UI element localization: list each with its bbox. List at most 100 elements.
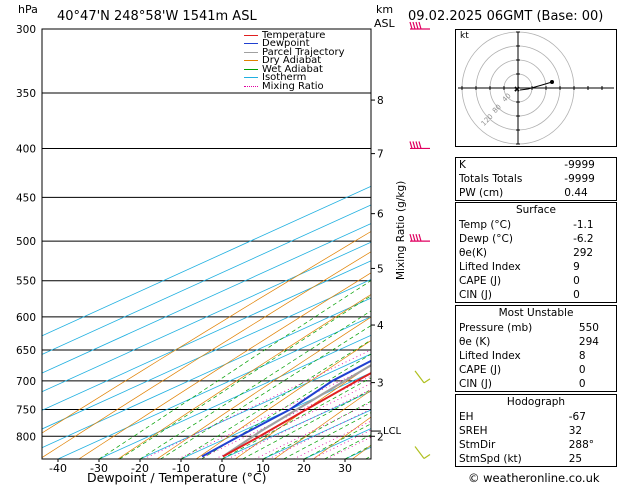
index-label: Lifted Index [459, 350, 521, 362]
run-date-label: 09.02.2025 06GMT (Base: 00) [408, 9, 604, 24]
mixing-ratio-label: 1 [439, 307, 444, 316]
dewpoint-line [201, 359, 371, 458]
pressure-axis-unit: hPa [18, 3, 38, 16]
mixing-ratio-line [143, 349, 371, 459]
index-row: CIN (J) 0 [456, 288, 616, 302]
wind-barb [409, 21, 430, 30]
x-tick-label: -10 [172, 462, 190, 475]
dry-adiabat-line [195, 340, 371, 459]
wind-barb [414, 370, 431, 384]
wind-barb-feather [415, 21, 419, 30]
wind-barb [414, 446, 431, 460]
wet-adiabat-line [221, 377, 371, 459]
pressure-tick-label: 800 [16, 431, 36, 443]
index-value: -6.2 [573, 233, 594, 245]
wind-barb-staff [414, 370, 425, 384]
index-label: Totals Totals [459, 173, 523, 185]
height-tick-label: 4 [377, 320, 384, 332]
index-label: SREH [459, 425, 488, 437]
x-tick-label: 30 [338, 462, 352, 475]
index-label: CIN (J) [459, 378, 492, 390]
dry-adiabat-line [156, 316, 371, 459]
height-tick-label: 2 [377, 431, 384, 443]
pressure-tick-label: 350 [16, 88, 36, 100]
parcel-trajectory-line [222, 363, 371, 458]
height-tick-label: 3 [377, 378, 384, 390]
index-value: 25 [568, 453, 583, 465]
index-value: 32 [568, 425, 583, 437]
pressure-tick-label: 750 [16, 404, 36, 416]
index-label: PW (cm) [459, 187, 504, 199]
legend-item: Wet Adiabat [244, 64, 345, 74]
index-label: Dewp (°C) [459, 233, 513, 245]
chart-legend: Temperature Dewpoint Parcel Trajectory Dry … [244, 30, 345, 91]
legend-label: Dewpoint [262, 38, 310, 50]
index-row: CAPE (J) 0 [456, 363, 616, 377]
legend-swatch [244, 77, 258, 79]
hodograph-indices-title: Hodograph [506, 396, 566, 408]
height-tick-label: 7 [377, 149, 384, 161]
isotherm-line [42, 223, 371, 374]
index-value: -67 [568, 411, 586, 423]
index-row: θe (K) 294 [456, 335, 616, 349]
location-label: 40°47'N 248°58'W 1541m ASL [57, 9, 257, 24]
index-value: 9 [573, 261, 580, 273]
index-value: 0 [573, 289, 580, 301]
x-axis-label: Dewpoint / Temperature (°C) [87, 470, 267, 485]
index-row: EH -67 [456, 410, 616, 424]
isotherm-line [42, 241, 371, 393]
index-row: StmDir 288° [456, 438, 616, 452]
index-value: -9999 [564, 173, 595, 185]
index-row: Lifted Index 8 [456, 349, 616, 363]
legend-label: Parcel Trajectory [262, 46, 345, 58]
legend-item: Mixing Ratio [244, 81, 345, 91]
legend-swatch [244, 51, 258, 53]
isotherm-line [42, 204, 371, 355]
hodograph-box: kt ✖ 40 80 120 [455, 29, 617, 147]
legend-item: Dewpoint [244, 38, 345, 50]
legend-item: Isotherm [244, 73, 345, 83]
dry-adiabat-line [273, 389, 371, 459]
hodograph-storm-marker: ✖ [514, 85, 521, 94]
wet-adiabat-line [262, 400, 371, 459]
index-row: PW (cm) 0.44 [456, 186, 616, 200]
index-row: CIN (J) 0 [456, 377, 616, 391]
wind-barb [409, 233, 430, 242]
wind-barb-feather [409, 141, 413, 149]
hodograph-ring-label: 40 [501, 92, 513, 104]
x-tick-label: -20 [131, 462, 149, 475]
wind-barb-feather [418, 141, 422, 149]
lcl-label: LCL [383, 426, 402, 437]
index-value: -1.1 [573, 219, 594, 231]
pressure-tick-label: 550 [16, 276, 36, 288]
index-label: StmSpd (kt) [459, 453, 522, 465]
indices-top-panel: K -9999 Totals Totals -9999 PW (cm) 0.44 [455, 157, 617, 201]
index-label: Lifted Index [459, 261, 521, 273]
wind-barb-feather [412, 233, 416, 242]
hodograph-unit-label: kt [460, 31, 469, 41]
legend-swatch [244, 85, 258, 87]
wind-barb-feather [412, 141, 416, 149]
isotherm-line [139, 353, 371, 459]
index-value: 288° [568, 439, 595, 451]
copyright-label: © weatheronline.co.uk [468, 471, 600, 485]
hodograph-end-dot [550, 80, 554, 84]
wind-barb-feather [409, 21, 413, 30]
index-value: 0 [573, 275, 580, 287]
index-row: Temp (°C) -1.1 [456, 218, 616, 232]
index-label: Temp (°C) [459, 219, 512, 231]
index-label: CIN (J) [459, 289, 492, 301]
wind-barb-feather [418, 21, 422, 30]
index-row: Dewp (°C) -6.2 [456, 232, 616, 246]
height-axis-unit: km [376, 3, 394, 16]
index-value: 0.44 [564, 187, 588, 199]
index-row: K -9999 [456, 158, 616, 172]
hodograph-indices-panel: Hodograph EH -67 SREH 32 StmDir 288° StmSpd (k… [455, 394, 617, 467]
index-label: θe (K) [459, 336, 491, 348]
wet-adiabat-line [98, 280, 371, 459]
index-label: Pressure (mb) [459, 322, 533, 334]
dry-adiabat-line [42, 231, 371, 434]
legend-item: Parcel Trajectory [244, 46, 345, 58]
index-row: Lifted Index 9 [456, 260, 616, 274]
